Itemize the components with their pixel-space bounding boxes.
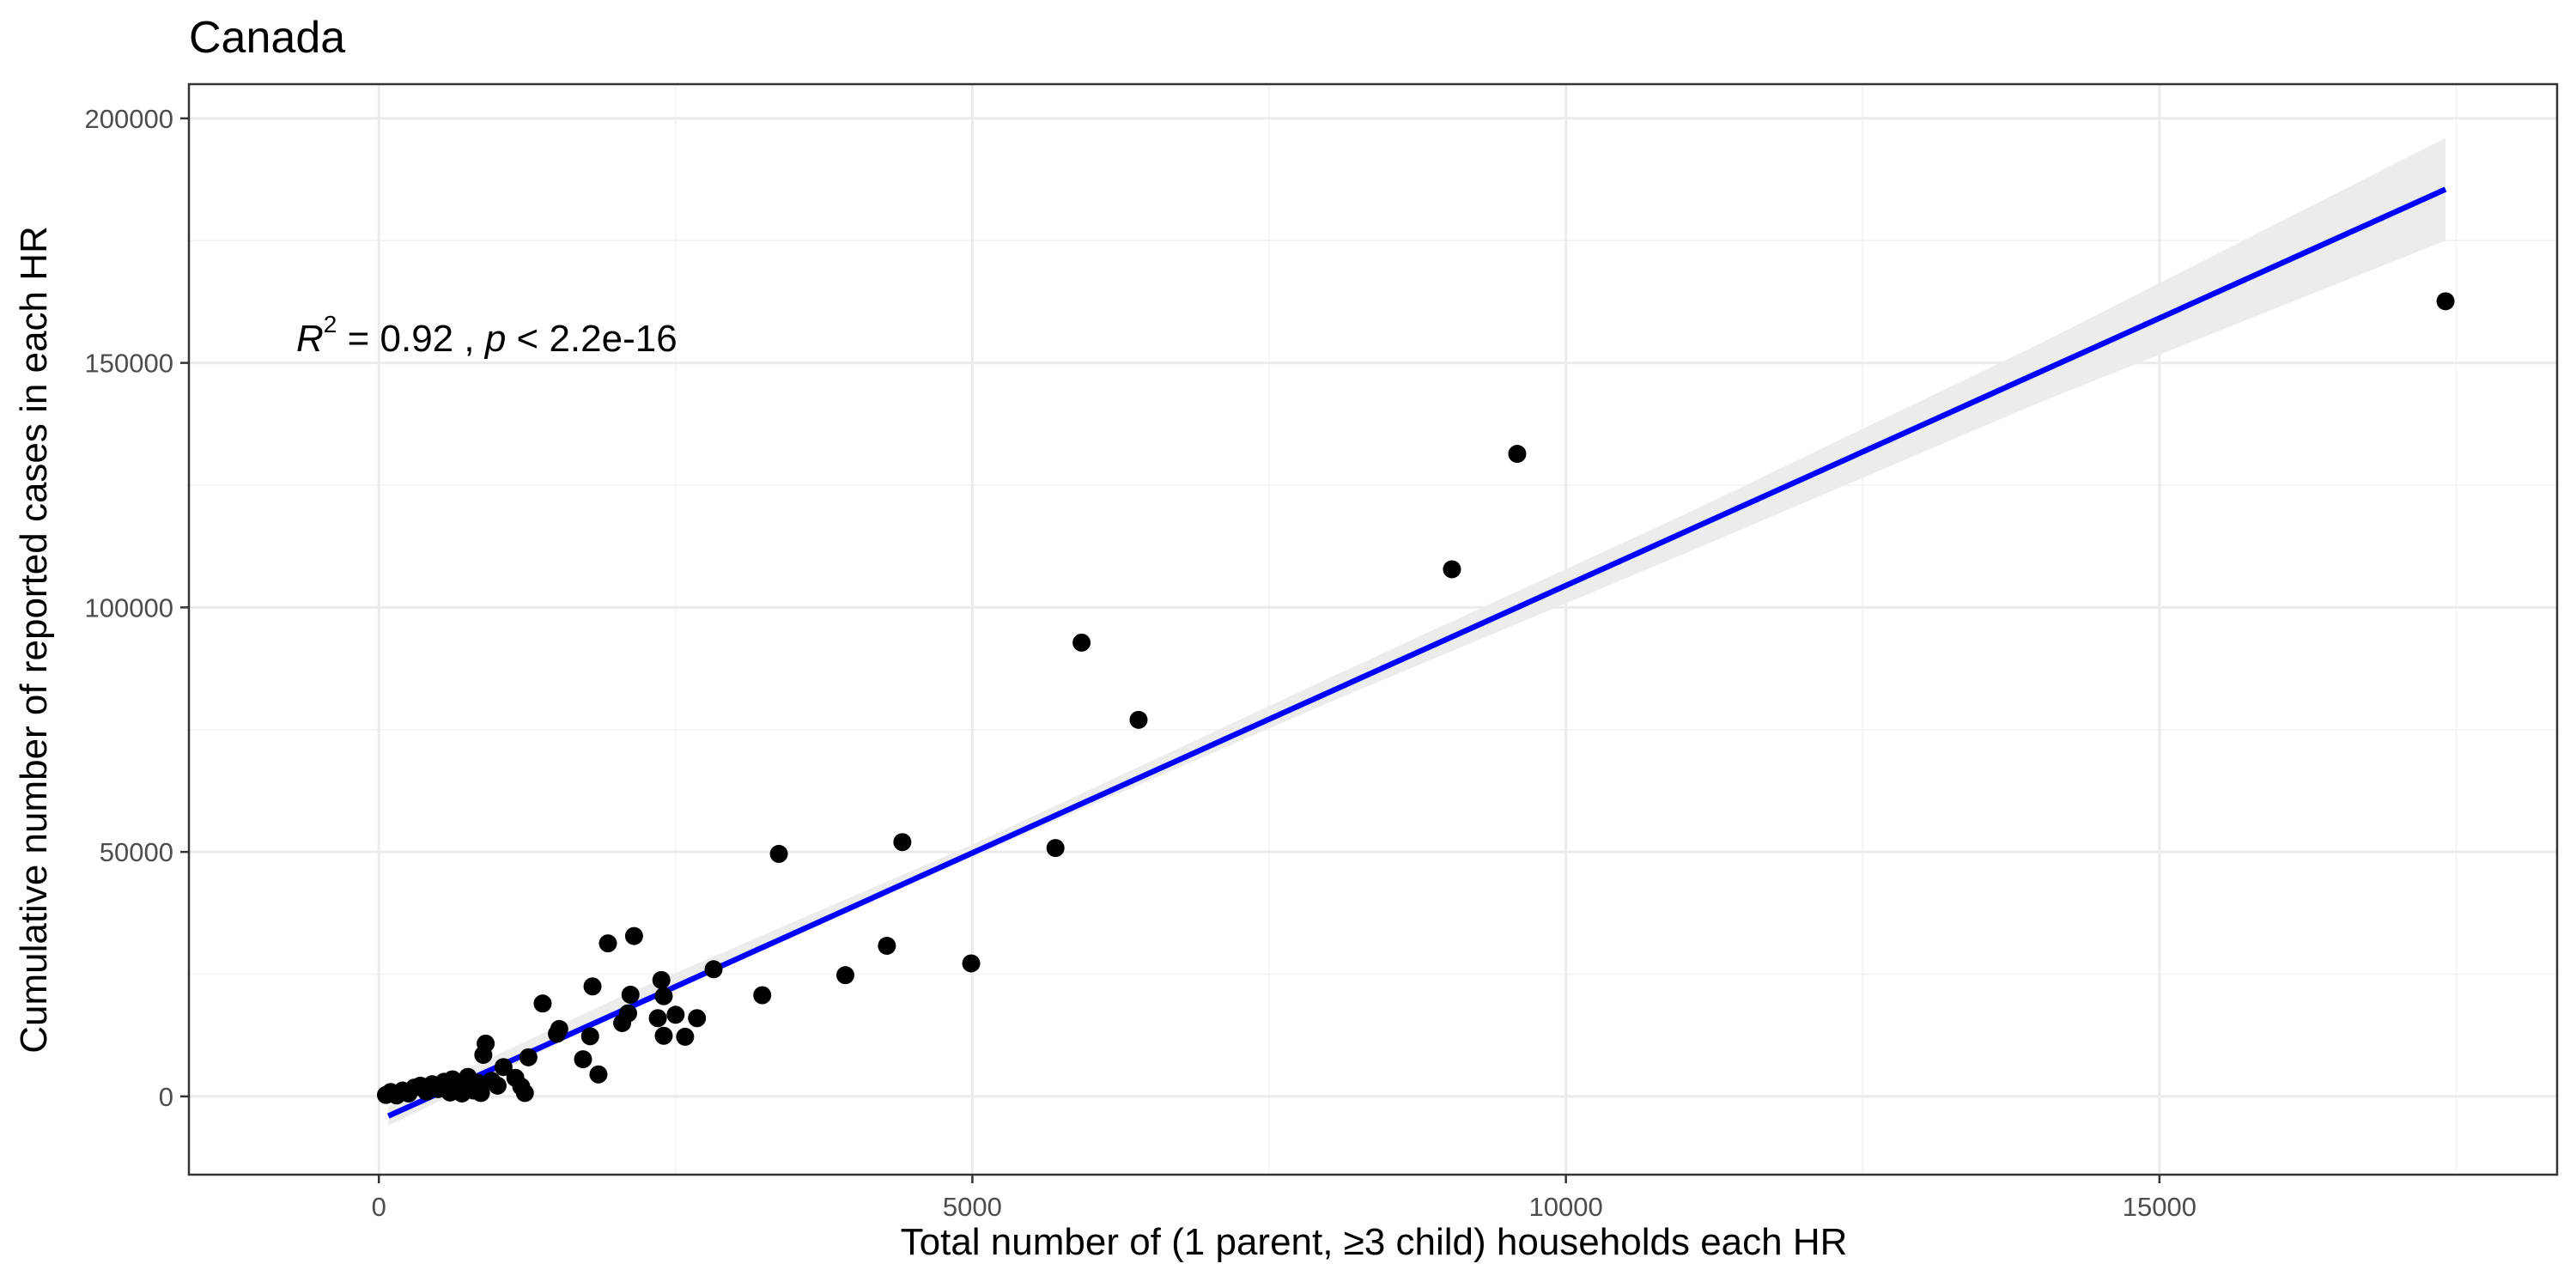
data-point [598, 934, 617, 953]
data-point [769, 844, 788, 863]
grid-lines [189, 84, 2557, 1175]
x-tick-label: 5000 [943, 1192, 1002, 1222]
data-point [519, 1048, 538, 1066]
r-exponent: 2 [323, 311, 337, 337]
x-tick-label: 10000 [1529, 1192, 1603, 1222]
data-point [1072, 633, 1091, 652]
data-point [533, 994, 552, 1013]
y-tick-label: 0 [159, 1082, 173, 1112]
confidence-band [388, 137, 2446, 1127]
data-point [2436, 292, 2455, 311]
data-point [574, 1050, 592, 1069]
x-tick-label: 0 [372, 1192, 386, 1222]
y-tick-label: 150000 [85, 349, 173, 379]
data-point [648, 1009, 667, 1028]
panel-border [187, 82, 2559, 1176]
data-point [550, 1019, 568, 1038]
chart-title: Canada [189, 13, 346, 63]
x-tick-label: 15000 [2123, 1192, 2196, 1222]
r-symbol: R [296, 318, 324, 360]
fit-line-layer [386, 186, 2447, 1119]
data-point [962, 954, 981, 973]
data-point [652, 970, 671, 989]
y-axis-label: Cumulative number of reported cases in e… [13, 226, 55, 1054]
p-symbol: p [484, 318, 507, 360]
x-axis-label: Total number of (1 parent, ≥3 child) hou… [900, 1221, 1848, 1263]
data-point [704, 960, 723, 979]
data-point [676, 1027, 695, 1046]
data-point [589, 1065, 608, 1084]
y-tick-label: 100000 [85, 592, 173, 623]
regression-annotation: R2 = 0.92 , p < 2.2e-16 [296, 313, 677, 361]
y-tick-label: 50000 [100, 837, 173, 867]
p-value-text: < 2.2e-16 [506, 318, 677, 360]
data-point [477, 1034, 495, 1053]
data-point [666, 1005, 685, 1024]
data-point [515, 1084, 534, 1103]
data-point [654, 1026, 673, 1045]
data-point [494, 1058, 513, 1077]
data-point [835, 966, 854, 985]
data-point [1046, 839, 1065, 858]
r-value-text: = 0.92 , [337, 318, 485, 360]
data-point [753, 986, 772, 1005]
data-point [583, 977, 602, 996]
data-point [1129, 710, 1148, 729]
data-point [580, 1027, 599, 1046]
data-point [488, 1076, 507, 1095]
data-point [619, 1004, 638, 1023]
data-point [1508, 445, 1527, 464]
y-tick-label: 200000 [85, 104, 173, 134]
data-point [621, 985, 640, 1004]
data-point [471, 1084, 490, 1103]
regression-line [386, 186, 2447, 1119]
data-point [878, 936, 896, 955]
data-point [1443, 560, 1461, 579]
data-point [688, 1009, 707, 1028]
data-point [893, 833, 912, 852]
data-points [376, 292, 2455, 1105]
data-point [624, 927, 643, 945]
confidence-band-layer [388, 137, 2446, 1127]
data-point [654, 987, 673, 1005]
